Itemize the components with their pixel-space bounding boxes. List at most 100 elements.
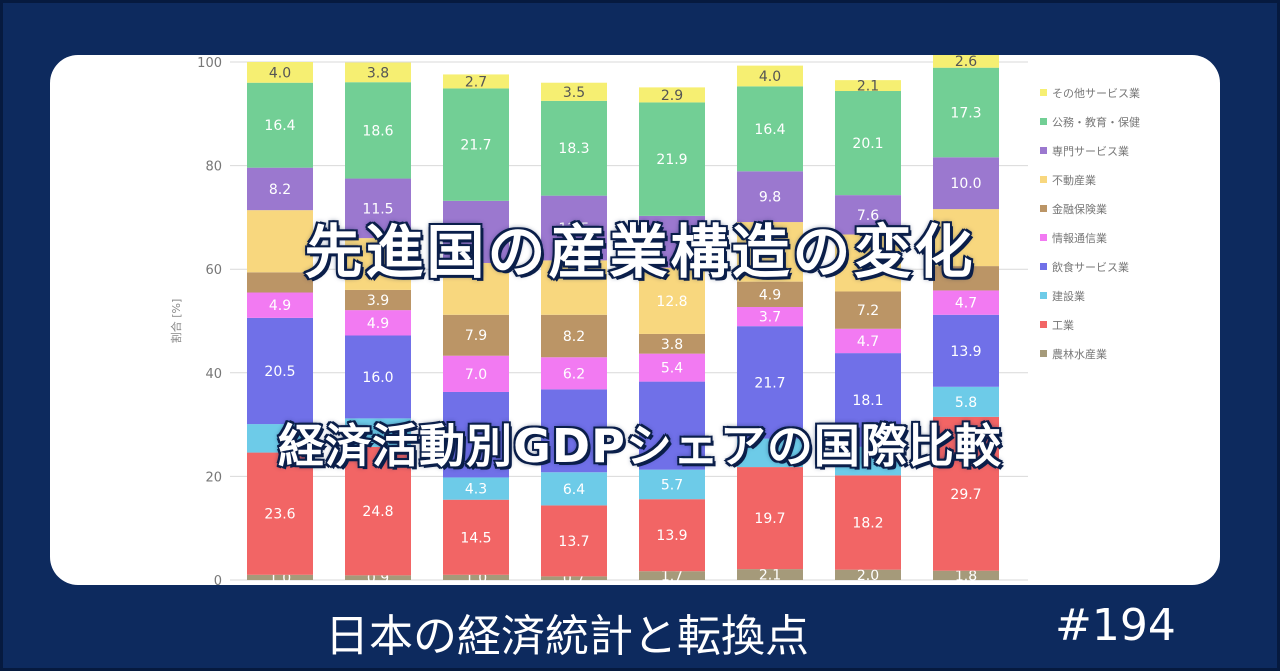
data-label: 10.0 [950, 176, 981, 192]
data-label: 21.7 [460, 138, 491, 154]
legend-swatch [1040, 118, 1047, 125]
data-label: 18.2 [852, 516, 883, 532]
bar-segment [443, 477, 509, 500]
legend-label: 情報通信業 [1052, 232, 1107, 245]
episode-number: #194 [1055, 600, 1176, 651]
bar-segment [443, 355, 509, 392]
data-label: 7.9 [465, 328, 487, 344]
bar-segment [737, 438, 803, 468]
data-label: 12.5 [558, 221, 589, 237]
bar-segment [345, 418, 411, 447]
data-label: 13.9 [950, 344, 981, 360]
data-label: 9.8 [759, 190, 781, 206]
bar-segment [247, 452, 313, 575]
data-label: 18.3 [558, 141, 589, 157]
bar-segment [737, 171, 803, 223]
data-label: 4.9 [759, 287, 781, 303]
bar-segment [639, 469, 705, 500]
legend-label: 専門サービス業 [1052, 145, 1129, 158]
bar-segment [443, 88, 509, 201]
bar-segment [933, 67, 999, 158]
bar-segment [443, 391, 509, 478]
legend-swatch [1040, 89, 1047, 96]
bar-segment [737, 65, 803, 87]
data-label: 4.0 [269, 65, 291, 81]
data-label: 4.9 [367, 316, 389, 332]
data-label: 11.5 [362, 201, 393, 217]
data-label: 1.7 [661, 569, 683, 585]
data-label: 16.0 [362, 370, 393, 386]
chart-panel: 0 20 40 60 80 100 割合 [%] 1.0 23.6 20.5 4.9 8.2 16.4 4… [50, 55, 1220, 585]
y-axis-label: 割合 [%] [169, 299, 183, 344]
data-label: 12.8 [656, 294, 687, 310]
bar-segment [639, 102, 705, 216]
bar-segment [345, 289, 411, 311]
data-label: 8.2 [563, 329, 585, 345]
data-label: 13.9 [656, 528, 687, 544]
data-label: 7.6 [857, 208, 879, 224]
data-label: 13.7 [558, 534, 589, 550]
bar-segment [639, 381, 705, 470]
y-tick-label: 20 [205, 470, 222, 485]
data-label: 2.6 [955, 55, 977, 70]
bar-segment [933, 416, 999, 571]
bar-segment [737, 307, 803, 327]
bar-segment [345, 335, 411, 419]
bar-segment [933, 55, 999, 68]
data-label: 5.4 [661, 361, 683, 377]
bar-segment [443, 499, 509, 575]
bar-segment [443, 574, 509, 580]
data-label: 29.7 [950, 487, 981, 503]
sub-title: 経済活動別GDPシェアの国際比較 [277, 418, 1003, 475]
data-label: 3.8 [367, 65, 389, 81]
data-label: 16.4 [264, 118, 295, 134]
bar-segment [247, 424, 313, 453]
bar-segment [835, 234, 901, 292]
y-tick-label: 0 [214, 574, 222, 585]
data-label: 4.9 [269, 298, 291, 314]
bar-segment [345, 575, 411, 580]
data-label: 3.8 [661, 337, 683, 353]
data-label: 2.0 [857, 568, 879, 584]
bar-segment [737, 326, 803, 439]
bar-segment [835, 80, 901, 92]
bar-segment [345, 178, 411, 239]
bar-segment [247, 317, 313, 425]
data-label: 20.5 [264, 364, 295, 380]
bar-segment [541, 260, 607, 315]
bar-segment [737, 86, 803, 172]
data-label: 17.3 [950, 106, 981, 122]
bar-segment [541, 82, 607, 101]
bar-segment [835, 91, 901, 196]
bar-segment [541, 389, 607, 473]
bar-segment [639, 87, 705, 103]
data-label: 18.1 [852, 393, 883, 409]
data-label: 24.8 [362, 504, 393, 520]
bar-segment [443, 74, 509, 89]
legend-swatch [1040, 292, 1047, 299]
bar-segment [639, 499, 705, 572]
bar-segment [443, 314, 509, 356]
legend-swatch [1040, 321, 1047, 328]
data-label: 7.2 [857, 303, 879, 319]
data-label: 21.7 [754, 375, 785, 391]
data-label: 4.7 [955, 296, 977, 312]
data-label: 7.0 [465, 367, 487, 383]
bar-segment [639, 267, 705, 334]
bar-segment [737, 569, 803, 580]
bar-segment [835, 446, 901, 476]
data-label: 8.2 [269, 182, 291, 198]
bar-segment [247, 292, 313, 318]
data-label: 4.7 [857, 334, 879, 350]
bar-segment [247, 210, 313, 273]
bar-segment [639, 215, 705, 268]
bar-segment [541, 472, 607, 506]
data-label: 4.0 [759, 69, 781, 85]
data-label: 2.9 [661, 88, 683, 104]
legend-label: 金融保険業 [1052, 202, 1107, 216]
data-label: 19.7 [754, 511, 785, 527]
legend-label: 不動産業 [1052, 173, 1096, 187]
bar-segment [443, 200, 509, 263]
y-tick-label: 60 [205, 263, 222, 278]
